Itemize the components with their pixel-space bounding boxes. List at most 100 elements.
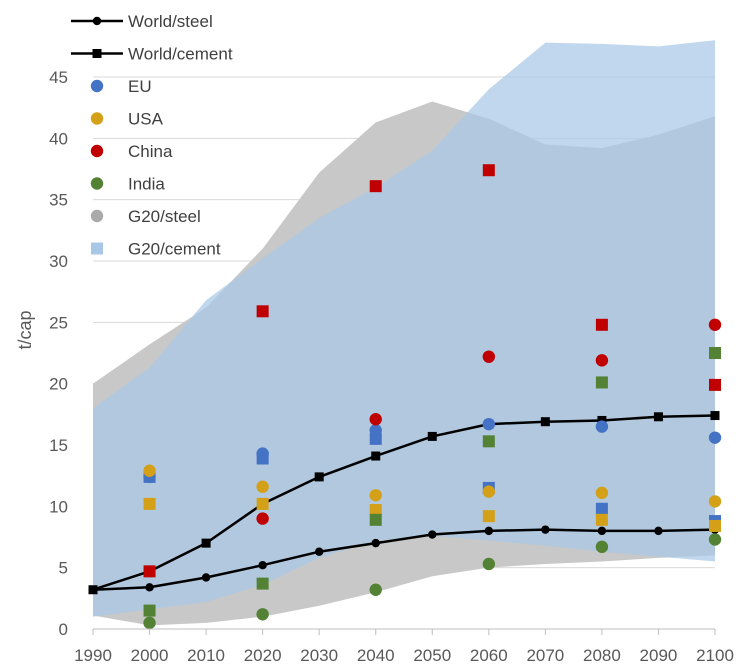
usa-cement-point — [709, 519, 721, 532]
china-steel-point — [482, 350, 496, 363]
legend-item-world-steel: World/steel — [71, 12, 213, 31]
world-steel-marker — [428, 530, 437, 539]
world-steel-marker — [258, 561, 267, 570]
legend-item-eu: EU — [90, 77, 152, 96]
eu-steel-point — [708, 431, 722, 444]
eu-steel-point — [595, 420, 609, 433]
y-tick-label-25: 25 — [49, 313, 68, 332]
series-lines — [88, 411, 720, 595]
india-cement-point — [482, 435, 495, 448]
eu-steel-point — [369, 424, 382, 437]
india-cement-point — [369, 513, 382, 526]
x-tick-label-2080: 2080 — [583, 646, 621, 665]
india-cement-point — [256, 577, 269, 590]
legend-label: G20/cement — [128, 240, 221, 259]
x-tick-label-2020: 2020 — [244, 646, 282, 665]
world-cement-marker — [201, 538, 211, 548]
y-axis-title: t/cap — [15, 310, 35, 349]
usa-steel-point — [143, 464, 156, 477]
usa-steel-point — [708, 495, 722, 508]
china-cement-point — [482, 164, 495, 177]
world-steel-marker — [484, 526, 494, 536]
x-tick-label-2030: 2030 — [300, 646, 338, 665]
world-steel-marker — [541, 525, 550, 534]
y-tick-label-40: 40 — [49, 129, 68, 148]
india-steel-point — [143, 616, 156, 630]
china-cement-point — [256, 305, 269, 318]
band-g20-cement — [93, 40, 715, 617]
eu-steel-point — [482, 417, 496, 431]
world-cement-marker — [88, 585, 98, 595]
world-cement-marker — [371, 451, 381, 461]
x-tick-label-2070: 2070 — [526, 646, 564, 665]
china-steel-point — [595, 354, 609, 367]
usa-cement-point — [143, 497, 156, 510]
x-tick-label-2060: 2060 — [470, 646, 508, 665]
y-tick-label-5: 5 — [59, 559, 68, 578]
usa-cement-point — [595, 513, 608, 526]
y-tick-label-10: 10 — [49, 497, 68, 516]
india-cement-point — [709, 347, 721, 359]
world-cement-marker — [653, 412, 663, 422]
x-tick-label-2100: 2100 — [696, 646, 734, 665]
china-cement-point — [369, 180, 382, 193]
eu-cement-point — [595, 502, 608, 515]
usa-steel-point — [595, 486, 609, 500]
legend-marker — [90, 144, 104, 158]
eu-cement-point — [369, 432, 382, 445]
legend: World/steel World/cement EU USA China India G2… — [71, 12, 233, 259]
legend-label: G20/steel — [128, 207, 201, 226]
world-cement-line — [92, 414, 716, 591]
y-tick-label-15: 15 — [49, 436, 68, 455]
legend-marker — [90, 112, 104, 125]
usa-steel-point — [369, 489, 382, 502]
india-cement-point — [595, 376, 608, 389]
x-tick-label-2090: 2090 — [640, 646, 678, 665]
china-steel-point — [256, 512, 269, 525]
legend-marker — [91, 242, 103, 255]
y-tick-label-0: 0 — [59, 620, 68, 639]
y-tick-label-30: 30 — [49, 252, 68, 271]
india-steel-point — [256, 608, 269, 621]
world-steel-marker — [654, 526, 663, 536]
india-steel-point — [708, 533, 722, 546]
china-cement-point — [143, 565, 156, 578]
legend-marker — [90, 209, 104, 223]
x-tick-label-1990: 1990 — [74, 646, 112, 665]
world-steel-marker — [597, 526, 607, 536]
world-steel-marker — [371, 538, 380, 548]
legend-label: India — [128, 175, 165, 194]
x-tick-label-2010: 2010 — [187, 646, 225, 665]
world-steel-marker — [145, 583, 154, 592]
legend-item-g20-steel: G20/steel — [90, 207, 201, 226]
world-cement-marker — [314, 472, 324, 482]
legend-item-world-cement: World/cement — [71, 45, 233, 64]
india-steel-point — [595, 540, 609, 554]
india-steel-point — [482, 557, 496, 571]
legend-label: World/cement — [128, 45, 233, 64]
legend-label: USA — [128, 110, 164, 129]
legend-marker — [90, 79, 104, 93]
x-tick-label-2050: 2050 — [413, 646, 451, 665]
y-tick-label-20: 20 — [49, 375, 68, 394]
legend-label: China — [128, 142, 173, 161]
legend-item-india: India — [90, 175, 165, 194]
series-points — [143, 164, 722, 630]
world-steel-marker — [314, 547, 324, 556]
x-tick-label-2000: 2000 — [131, 646, 169, 665]
world-cement-marker — [710, 411, 720, 421]
y-tick-label-45: 45 — [49, 68, 68, 87]
y-tick-label-35: 35 — [49, 191, 68, 210]
usa-cement-point — [256, 497, 269, 510]
world-cement-marker — [540, 417, 550, 427]
china-steel-point — [369, 413, 382, 426]
legend-marker — [92, 16, 102, 26]
china-cement-point — [595, 318, 608, 331]
legend-marker — [90, 177, 104, 190]
world-steel-line — [92, 528, 716, 591]
world-steel-marker — [201, 573, 211, 582]
china-steel-point — [708, 318, 722, 331]
india-steel-point — [369, 583, 382, 596]
usa-cement-point — [369, 504, 382, 517]
